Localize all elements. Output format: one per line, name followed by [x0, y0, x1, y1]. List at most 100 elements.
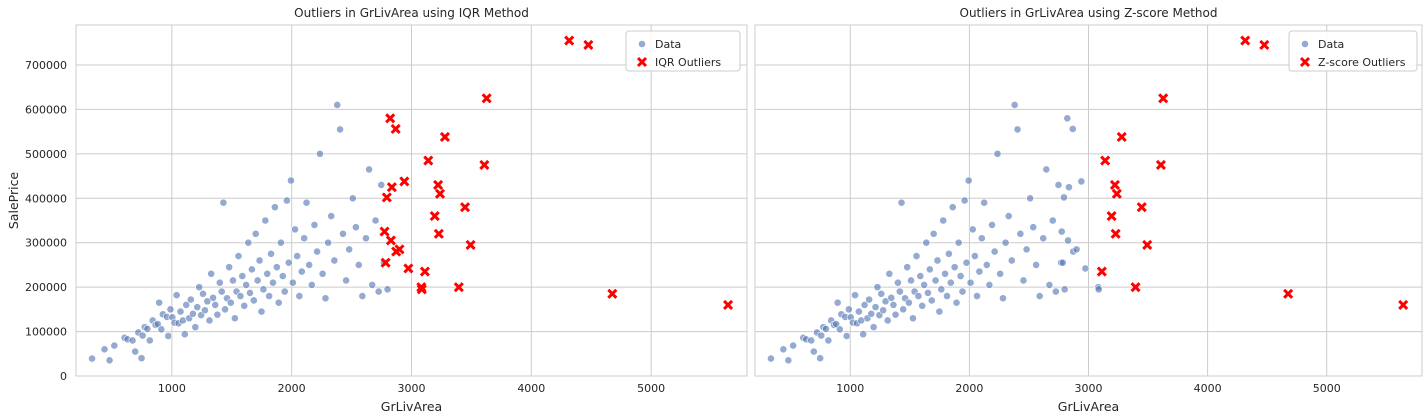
data-point: [950, 263, 959, 272]
data-point: [195, 283, 204, 292]
data-point: [207, 269, 216, 278]
data-point: [371, 216, 380, 225]
outlier-point: [1259, 39, 1270, 51]
outlier-point: [1116, 131, 1127, 143]
data-point: [912, 252, 921, 260]
data-point: [895, 287, 904, 296]
data-point: [996, 269, 1005, 278]
data-point: [153, 320, 162, 328]
outlier-point: [433, 179, 444, 191]
data-point: [894, 278, 902, 287]
data-point: [249, 296, 258, 305]
data-point: [939, 216, 948, 225]
data-point: [368, 281, 377, 289]
data-point: [1007, 256, 1016, 265]
data-point: [336, 125, 344, 134]
outlier-point: [433, 228, 444, 239]
data-point: [914, 292, 923, 300]
data-point: [903, 263, 912, 272]
outlier-point: [1110, 228, 1121, 239]
data-point: [321, 294, 330, 303]
data-point: [105, 356, 114, 365]
data-point: [973, 292, 981, 300]
data-point: [164, 332, 173, 340]
data-point: [977, 234, 986, 243]
data-point: [352, 223, 360, 232]
data-point: [946, 278, 955, 287]
data-point: [377, 181, 386, 189]
chart-title: Outliers in GrLivArea using Z-score Meth…: [960, 6, 1218, 20]
data-point: [186, 295, 195, 304]
outlier-point: [1142, 239, 1153, 250]
data-point: [203, 297, 212, 306]
data-point: [807, 336, 816, 345]
outlier-point: [1283, 288, 1294, 299]
data-point: [1039, 234, 1048, 243]
data-point: [128, 336, 137, 345]
y-tick-label: 500000: [25, 148, 67, 161]
data-point: [824, 336, 833, 345]
data-point: [176, 307, 185, 316]
outlier-point: [399, 176, 410, 187]
data-point: [219, 198, 228, 207]
data-point: [221, 305, 229, 314]
data-point: [968, 225, 977, 234]
data-point: [922, 238, 931, 247]
data-point: [1094, 285, 1103, 294]
data-point: [182, 301, 191, 309]
x-axis-label: GrLivArea: [381, 399, 442, 414]
data-point: [1042, 165, 1051, 174]
outlier-point: [419, 266, 430, 277]
x-tick-label: 4000: [517, 382, 545, 395]
data-point: [1072, 245, 1081, 254]
data-point: [88, 354, 96, 363]
tick-labels: 1000 2000 3000 4000 5000: [836, 382, 1340, 395]
outlier-point: [416, 284, 427, 295]
data-point: [865, 295, 874, 304]
data-point: [362, 234, 370, 243]
outlier-point: [1109, 179, 1121, 191]
data-point: [267, 249, 275, 258]
outlier-point: [385, 113, 396, 124]
data-point: [1064, 236, 1072, 245]
data-point: [962, 258, 971, 267]
data-point: [287, 176, 295, 185]
data-point: [1065, 183, 1073, 192]
data-point: [885, 269, 894, 278]
data-point: [929, 229, 938, 238]
legend-marker-outliers: [636, 56, 648, 68]
legend-label-data: Data: [655, 38, 681, 51]
data-point: [191, 323, 200, 332]
outlier-point: [386, 182, 397, 193]
y-tick-label: 700000: [25, 59, 67, 72]
outlier-point: [479, 159, 490, 171]
data-point: [869, 323, 878, 332]
data-point: [155, 298, 164, 307]
legend-marker-outliers: [1299, 56, 1311, 68]
data-point: [1063, 114, 1072, 123]
data-point: [937, 285, 946, 294]
data-point: [1010, 101, 1019, 109]
y-tick-label: 400000: [25, 192, 67, 205]
x-tick-label: 5000: [1313, 382, 1341, 395]
data-point: [1060, 193, 1068, 202]
data-point: [993, 149, 1002, 158]
outlier-point: [1158, 93, 1169, 104]
chart-panel-zscore: 1000 2000 3000 4000 5000 Outliers in GrLivAr…: [754, 6, 1423, 414]
data-point: [172, 291, 181, 300]
data-point: [310, 221, 319, 229]
data-point: [871, 303, 880, 312]
data-point: [236, 292, 245, 300]
data-point: [1022, 245, 1031, 254]
data-point: [244, 238, 253, 247]
data-point: [110, 341, 119, 350]
data-point: [261, 216, 270, 225]
data-point: [985, 281, 994, 289]
legend-label-outliers: IQR Outliers: [655, 56, 721, 69]
data-point: [935, 307, 944, 316]
data-point: [271, 203, 279, 212]
data-point: [1016, 229, 1025, 238]
outlier-point: [381, 192, 392, 203]
data-point: [789, 341, 798, 350]
